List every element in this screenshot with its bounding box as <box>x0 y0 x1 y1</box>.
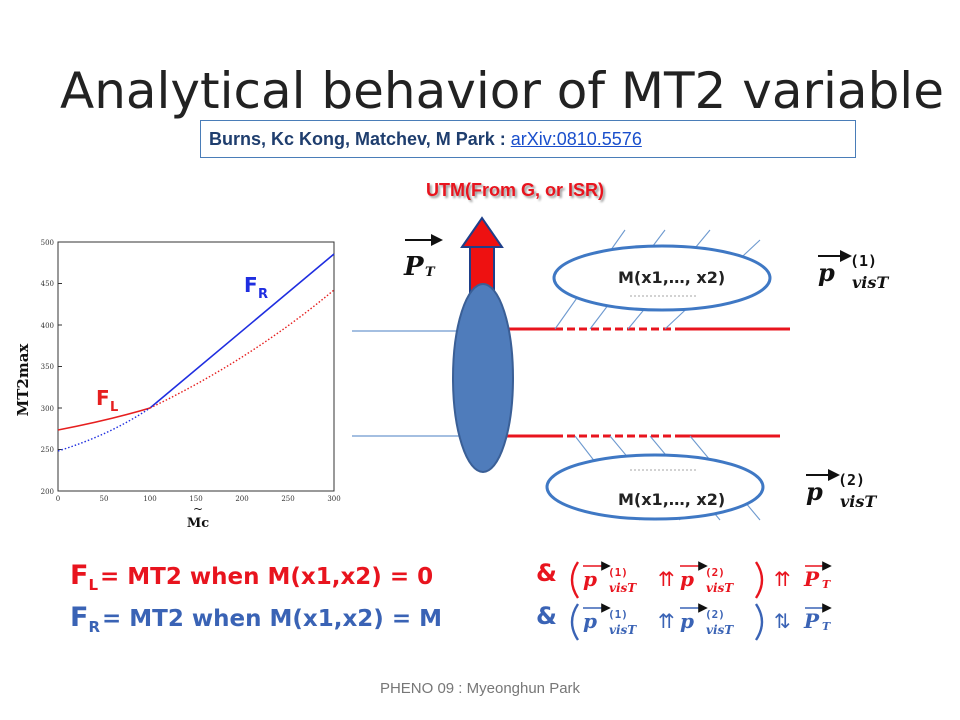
eq1-p1-sub: visT <box>609 581 637 595</box>
pvis2-main: p <box>806 477 823 506</box>
slide-title: Analytical behavior of MT2 variable <box>60 62 944 120</box>
eq1-p2-sub: visT <box>706 581 734 595</box>
y-tick-label: 350 <box>41 363 54 371</box>
x-tick-label: 200 <box>235 495 248 503</box>
eq1-p1-main: p <box>583 567 597 591</box>
plot-y-label: MT2max <box>14 343 32 417</box>
collision-blob <box>452 283 514 473</box>
fl-curve-solid <box>57 407 151 431</box>
pvis1-sup: (1) <box>850 252 877 270</box>
eq1-p1-sup: (1) <box>608 566 628 579</box>
bottom-blob-label: M(x1,…, x2) <box>618 490 726 509</box>
ampersand-1: & <box>536 559 557 587</box>
eq1-parallel-1: ⇈ <box>658 567 675 591</box>
top-blob-label: M(x1,…, x2) <box>618 268 726 287</box>
y-tick-label: 500 <box>41 239 54 247</box>
fl-equation: FL= MT2 when M(x1,x2) = 0 <box>70 560 434 594</box>
fr-label-sub: R <box>258 287 268 302</box>
y-tick-label: 400 <box>41 322 54 330</box>
utm-label: UTM(From G, or ISR) <box>426 180 604 200</box>
eq1-pt-sub: T <box>822 578 831 591</box>
fr-curve-dotted <box>149 289 335 409</box>
tilde-glyph: ~ <box>193 502 203 516</box>
slide-footer: PHENO 09 : Myeonghun Park <box>379 680 581 697</box>
arxiv-link[interactable]: arXiv:0810.5576 <box>510 129 642 149</box>
eq1-p2-main: p <box>680 567 694 591</box>
pvis2-sub: visT <box>840 492 877 511</box>
eq2-pt-sub: T <box>822 620 831 633</box>
y-tick-label: 250 <box>41 446 54 454</box>
pvis1-sub: visT <box>852 273 889 292</box>
eq2-parallel: ⇈ <box>658 609 675 633</box>
eq2-p2-main: p <box>680 609 694 633</box>
eq2-p2-sub: visT <box>706 623 734 637</box>
fl-eq-F: F <box>70 560 89 591</box>
eq2-p1-sub: visT <box>609 623 637 637</box>
fl-eq-sub: L <box>88 576 99 594</box>
ampersand-2: & <box>536 602 557 630</box>
x-tick-label: 300 <box>327 495 340 503</box>
top-ellipse <box>552 244 772 312</box>
eq2-antiparallel: ⇅ <box>774 609 791 633</box>
fl-label-main: F <box>96 386 110 410</box>
y-tick-label: 300 <box>41 405 54 413</box>
eq1-pt-main: P <box>803 567 820 591</box>
mt2-plot: 500 450 400 350 300 250 200 0 50 100 150… <box>14 239 341 531</box>
plot-frame <box>57 241 335 492</box>
eq2-p2-sup: (2) <box>705 608 725 621</box>
eq1-parallel-2: ⇈ <box>774 567 791 591</box>
fl-curve-dotted <box>57 407 151 452</box>
fr-label-main: F <box>244 273 258 297</box>
x-tick-label: 250 <box>281 495 294 503</box>
eq1-p2-sup: (2) <box>705 566 725 579</box>
bottom-ellipse <box>545 453 765 521</box>
fr-eq-F: F <box>70 602 89 633</box>
pvis2-sup: (2) <box>838 471 865 489</box>
fl-eq-text: = MT2 when M(x1,x2) = 0 <box>100 564 434 590</box>
x-tick-label: 150 <box>189 495 202 503</box>
y-tick-label: 450 <box>41 280 54 288</box>
fr-curve-solid <box>149 253 335 409</box>
x-tick-label: 50 <box>100 495 109 503</box>
reference-authors: Burns, Kc Kong, Matchev, M Park : <box>209 129 511 149</box>
reference-box: Burns, Kc Kong, Matchev, M Park : arXiv:… <box>200 120 856 158</box>
x-tick-label: 0 <box>56 495 60 503</box>
eq2-p1-sup: (1) <box>608 608 628 621</box>
eq2-p1-main: p <box>583 609 597 633</box>
fr-equation: FR= MT2 when M(x1,x2) = M <box>70 602 442 636</box>
eq1-vectors: p (1) visT ⇈ p (2) visT ⇈ P T <box>570 561 832 599</box>
x-tick-label: 100 <box>143 495 156 503</box>
y-tick-label: 200 <box>41 488 54 496</box>
decay-diagram: P T p (1) visT p (2) visT <box>352 216 889 521</box>
plot-y-ticks <box>58 241 62 492</box>
fr-eq-text: = MT2 when M(x1,x2) = M <box>102 606 442 632</box>
pvis1-main: p <box>818 258 835 287</box>
eq2-vectors: p (1) visT ⇈ p (2) visT ⇅ P T <box>570 603 832 641</box>
fl-label-sub: L <box>110 400 118 415</box>
pt-sub: T <box>425 265 436 280</box>
plot-x-label: Mc <box>187 516 209 531</box>
eq2-pt-main: P <box>803 609 820 633</box>
pt-label: P <box>403 252 425 282</box>
fr-eq-sub: R <box>88 618 101 636</box>
